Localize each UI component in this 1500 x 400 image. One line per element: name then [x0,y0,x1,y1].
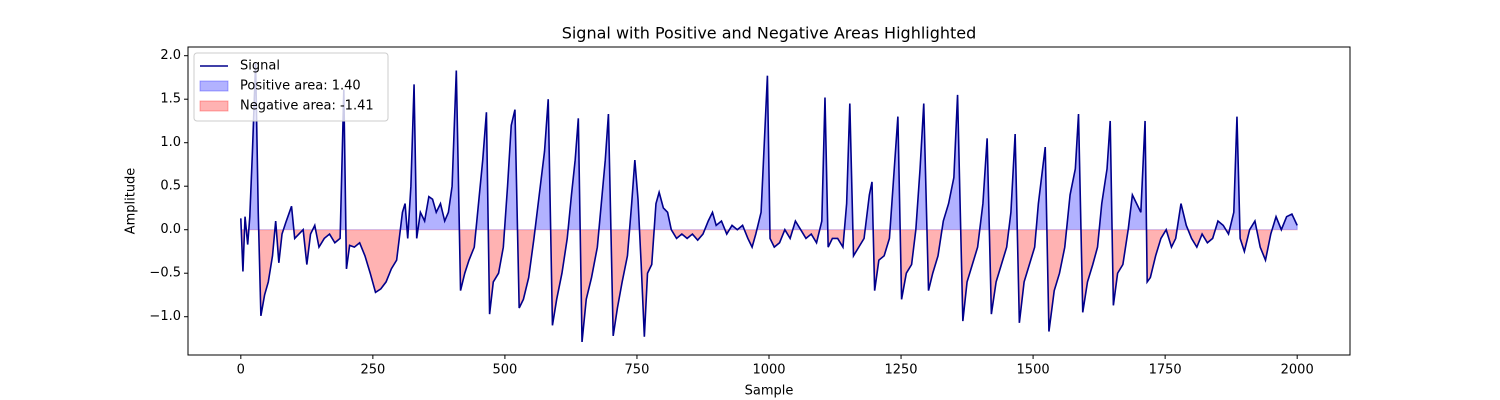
y-tick-label: 0.5 [160,179,181,194]
legend-swatch [199,80,229,92]
y-tick-label: 1.0 [160,135,181,150]
chart-title: Signal with Positive and Negative Areas … [562,24,977,43]
y-tick-label: 2.0 [160,48,181,63]
legend-swatch [199,100,229,112]
x-tick-label: 0 [237,363,245,378]
legend-label: Negative area: -1.41 [240,99,374,114]
x-tick-label: 1750 [1149,363,1182,378]
signal-line [240,62,1298,343]
x-tick-label: 1250 [884,363,917,378]
y-tick-label: 0.0 [160,222,181,237]
legend-label: Signal [240,59,280,74]
plot-frame [187,46,1351,356]
y-tick-label: −1.0 [149,309,181,324]
x-tick-label: 2000 [1281,363,1314,378]
y-axis-label: Amplitude [124,168,139,235]
legend-label: Positive area: 1.40 [240,79,361,94]
x-tick-label: 750 [625,363,650,378]
x-tick-label: 1500 [1017,363,1050,378]
legend-box [193,52,389,122]
x-tick-label: 1000 [752,363,785,378]
y-tick-label: 1.5 [160,92,181,107]
x-axis-label: Sample [745,384,794,399]
x-tick-label: 250 [360,363,385,378]
x-tick-label: 500 [492,363,517,378]
y-tick-label: −0.5 [149,266,181,281]
